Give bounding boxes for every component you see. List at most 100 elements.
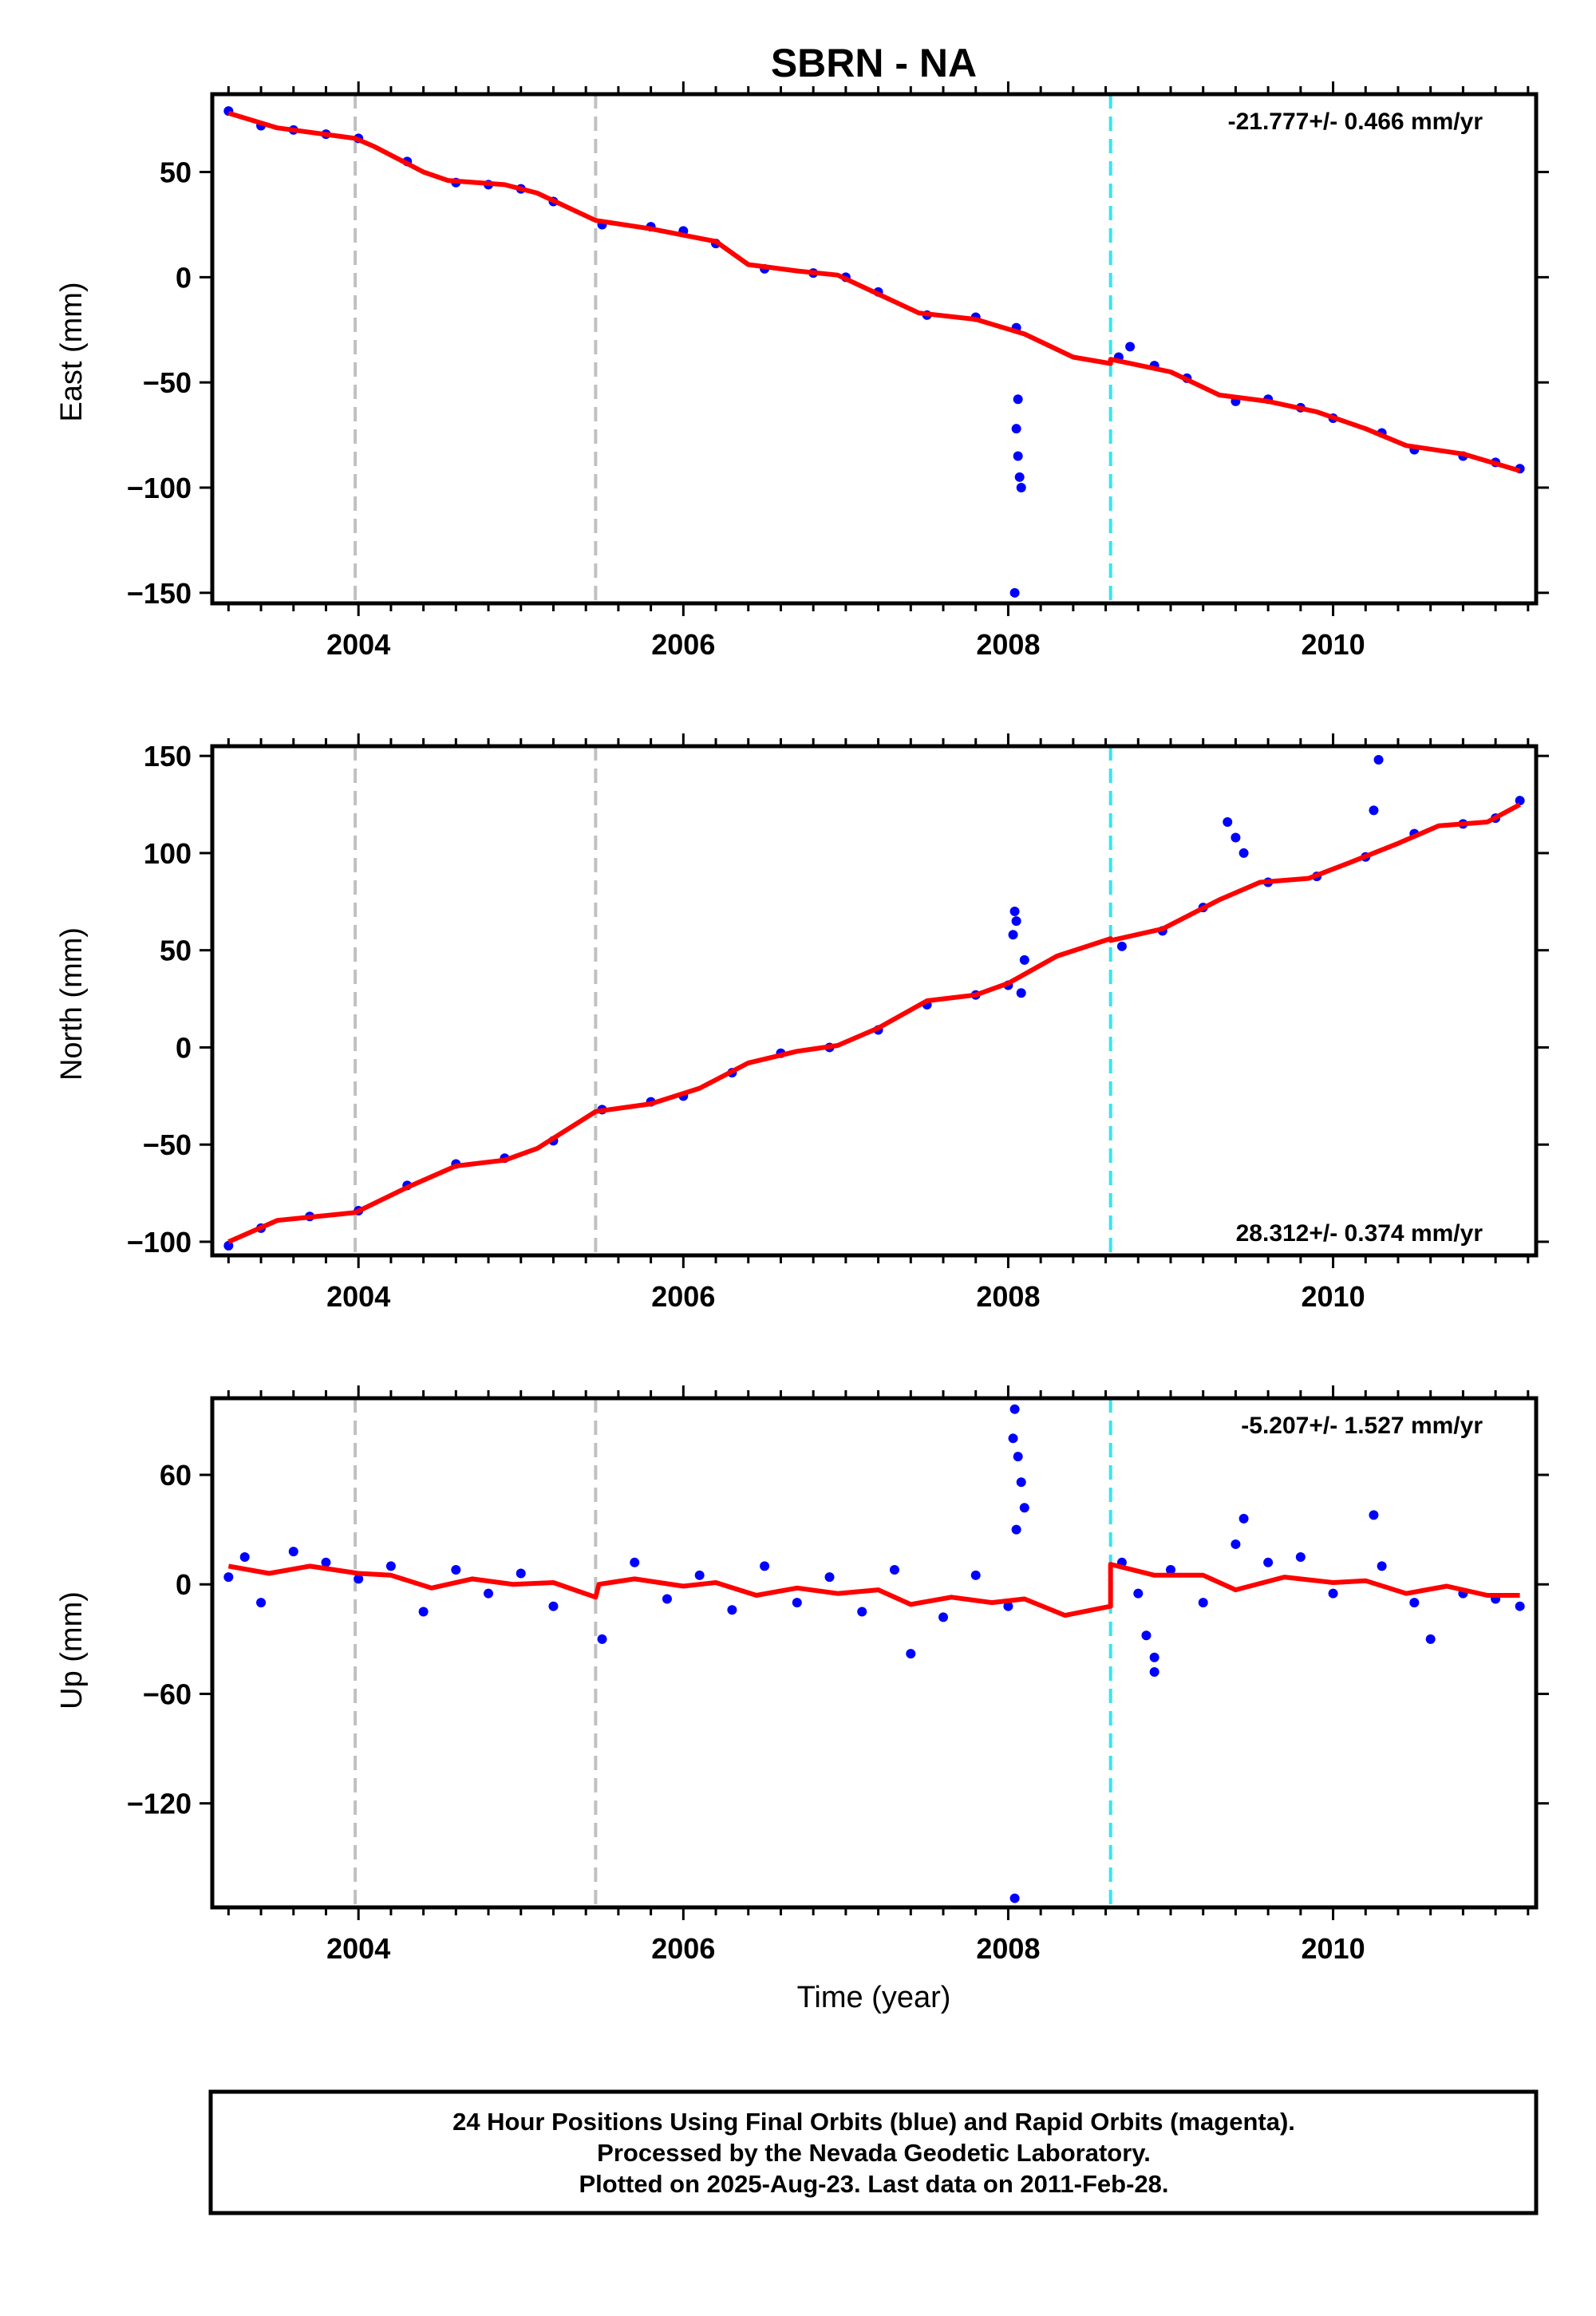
data-point — [1141, 1630, 1152, 1641]
data-point — [1016, 1477, 1026, 1488]
data-point — [1011, 424, 1021, 434]
data-point — [1231, 1539, 1241, 1549]
panel-north: North (mm) 2004 2006 2008 2010 150 100 50 0 −50 −… — [55, 733, 1549, 1313]
y-tick-label: 50 — [160, 935, 192, 967]
plot-area-north: 2004 2006 2008 2010 150 100 50 0 −50 −100 28.312+/… — [127, 733, 1549, 1313]
y-tick-label: −50 — [143, 1128, 192, 1161]
x-tick-label: 2010 — [1302, 1932, 1365, 1965]
y-tick-label: −100 — [127, 1226, 192, 1259]
model-fit-line — [227, 1562, 1520, 1618]
x-tick-label: 2006 — [651, 628, 715, 661]
x-tick-label: 2010 — [1302, 1280, 1365, 1313]
data-point — [1369, 1510, 1379, 1520]
data-point — [760, 1561, 770, 1571]
data-point — [1295, 1551, 1306, 1562]
data-point — [1009, 1893, 1020, 1903]
y-tick-label: −50 — [143, 366, 192, 399]
data-point — [694, 1570, 705, 1580]
data-point — [662, 1594, 672, 1604]
data-point — [938, 1612, 949, 1622]
data-point — [451, 1564, 461, 1575]
data-point — [857, 1607, 867, 1617]
y-tick-label: 0 — [176, 261, 192, 294]
y-axis-label-north: North (mm) — [55, 927, 89, 1081]
x-tick-label: 2010 — [1302, 628, 1365, 661]
data-point — [1003, 1601, 1013, 1611]
x-tick-label: 2004 — [326, 1280, 390, 1313]
data-point — [1369, 805, 1379, 816]
y-tick-label: 100 — [144, 837, 192, 870]
data-point — [1238, 848, 1249, 858]
data-point — [1231, 832, 1241, 843]
y-tick-label: −150 — [127, 577, 192, 610]
data-point — [1011, 916, 1021, 927]
plot-frame — [210, 92, 1539, 606]
data-point — [354, 1574, 364, 1584]
data-point — [1019, 1503, 1029, 1513]
data-point — [1016, 483, 1026, 492]
model-fit-line — [227, 110, 1521, 473]
data-point — [792, 1598, 802, 1608]
data-point — [1008, 930, 1018, 940]
y-axis-label-up: Up (mm) — [55, 1591, 89, 1709]
footer-line-2: Processed by the Nevada Geodetic Laborat… — [597, 2139, 1151, 2167]
data-point — [484, 1588, 494, 1599]
data-point — [1008, 1433, 1018, 1444]
data-point — [1019, 954, 1029, 965]
plot-frame — [210, 1396, 1539, 1910]
data-point — [1011, 1524, 1021, 1535]
data-point — [1515, 1601, 1525, 1611]
data-point — [1149, 1652, 1159, 1662]
data-point — [385, 1561, 396, 1571]
data-point — [1149, 1667, 1159, 1678]
x-tick-label: 2004 — [326, 628, 390, 661]
x-tick-label: 2008 — [976, 628, 1040, 661]
velocity-annotation: -21.777+/- 0.466 mm/yr — [1228, 109, 1483, 135]
data-point — [1125, 342, 1136, 352]
y-tick-label: −100 — [127, 472, 192, 504]
data-point — [1013, 394, 1023, 405]
data-point — [1198, 1598, 1208, 1608]
data-point — [1409, 1598, 1420, 1608]
data-point — [1377, 1561, 1387, 1571]
y-tick-label: 150 — [144, 740, 192, 773]
data-point — [824, 1572, 835, 1583]
data-point — [1116, 941, 1127, 951]
data-point — [889, 1564, 899, 1575]
model-fit-line — [227, 802, 1522, 1244]
y-axis-label-east: East (mm) — [55, 282, 89, 421]
x-tick-label: 2004 — [326, 1932, 390, 1965]
data-point — [223, 1572, 234, 1583]
y-tick-label: −60 — [143, 1678, 192, 1710]
data-point — [1515, 796, 1525, 806]
data-point — [288, 1547, 298, 1557]
data-point — [548, 1601, 559, 1611]
plot-area-up: 2004 2006 2008 2010 60 0 −60 −120 -5.207+/- 1.52… — [127, 1385, 1549, 1965]
data-point — [1165, 1564, 1175, 1575]
x-tick-label: 2008 — [976, 1932, 1040, 1965]
plot-frame — [210, 744, 1539, 1258]
data-point — [1373, 755, 1384, 765]
data-point — [1238, 1513, 1249, 1524]
data-point — [1328, 1588, 1338, 1599]
data-point — [1016, 988, 1026, 998]
y-tick-label: 50 — [160, 156, 192, 189]
x-tick-label: 2008 — [976, 1280, 1040, 1313]
data-point — [1009, 1404, 1020, 1414]
data-point — [418, 1607, 429, 1617]
panel-up: Up (mm) 2004 2006 2008 2010 60 0 −60 −120 -5.207… — [55, 1385, 1549, 1965]
x-tick-label: 2006 — [651, 1932, 715, 1965]
x-axis-label: Time (year) — [797, 1981, 951, 2014]
data-point — [516, 1568, 526, 1579]
footer-line-1: 24 Hour Positions Using Final Orbits (bl… — [452, 2108, 1295, 2136]
data-point — [597, 1634, 607, 1644]
data-point — [1014, 472, 1025, 482]
y-tick-label: 0 — [176, 1568, 192, 1601]
data-point — [1009, 906, 1020, 916]
data-point — [630, 1557, 640, 1567]
data-point — [1013, 1452, 1023, 1462]
plot-area-east: 2004 2006 2008 2010 50 0 −50 −100 −150 -21.777+/-… — [127, 81, 1549, 661]
y-tick-label: 0 — [176, 1031, 192, 1064]
data-point — [1013, 451, 1023, 461]
